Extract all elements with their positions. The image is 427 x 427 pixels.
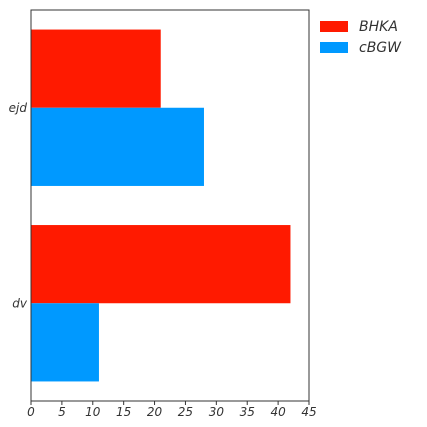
x-tick-label-10: 10	[85, 405, 101, 419]
legend: BHKA cBGW	[320, 19, 402, 56]
x-tick-label-45: 45	[301, 405, 316, 419]
x-tick-label-25: 25	[178, 405, 193, 419]
x-tick-label-35: 35	[240, 405, 255, 419]
x-tick-label-0: 0	[27, 405, 35, 419]
x-axis: 0 5 10 15 20 25 30 35 40 45	[27, 401, 317, 419]
x-tick-label-40: 40	[270, 405, 286, 419]
x-tick-label-20: 20	[147, 405, 163, 419]
legend-swatch-cBGW	[320, 42, 348, 53]
bar-cBGW-ejd	[31, 107, 204, 186]
x-tick-label-15: 15	[116, 405, 131, 419]
plot-frame	[30, 9, 310, 402]
x-tick-label-30: 30	[209, 405, 225, 419]
y-tick-label-ejd: ejd	[9, 101, 28, 115]
x-tick-label-5: 5	[58, 405, 66, 419]
bar-cBGW-dv	[31, 303, 99, 382]
legend-label-cBGW: cBGW	[359, 40, 402, 56]
y-tick-label-dv: dv	[12, 296, 28, 310]
legend-swatch-BHKA	[320, 21, 348, 32]
y-axis: ejd dv	[9, 101, 28, 311]
bar-BHKA-dv	[31, 225, 291, 304]
bar-BHKA-ejd	[31, 29, 161, 108]
legend-label-BHKA: BHKA	[359, 19, 398, 35]
bars-group	[31, 29, 291, 382]
